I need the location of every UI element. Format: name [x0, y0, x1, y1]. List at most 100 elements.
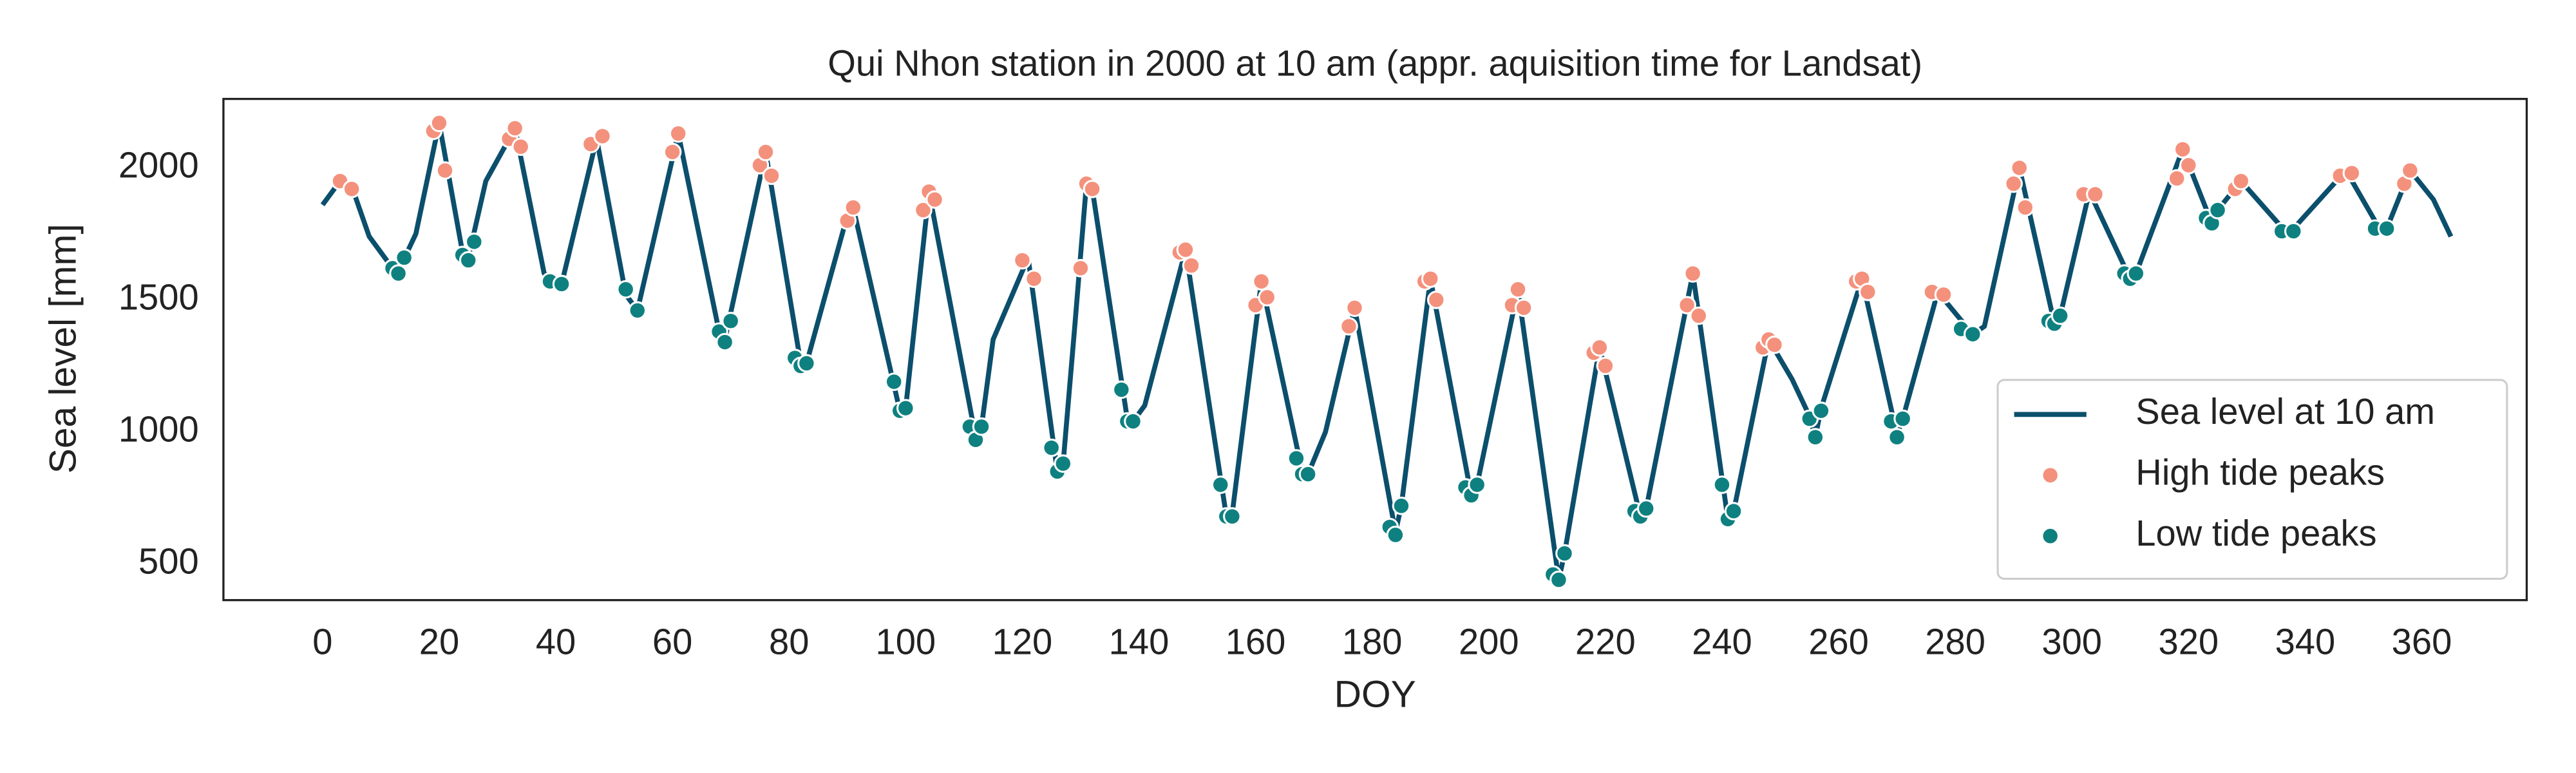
peak-marker	[1345, 298, 1364, 318]
peak-marker	[1806, 428, 1825, 446]
peak-marker	[1287, 449, 1306, 468]
peak-marker	[756, 142, 775, 162]
legend-box	[1996, 379, 2508, 580]
x-tick-label: 60	[652, 621, 692, 662]
peak-marker	[2377, 219, 2396, 238]
peak-marker	[1555, 544, 1574, 563]
legend-marker	[2041, 466, 2060, 485]
peak-marker	[395, 248, 413, 267]
peak-marker	[762, 166, 781, 186]
peak-marker	[1124, 412, 1142, 431]
peak-marker	[1252, 272, 1271, 291]
peak-marker	[1765, 335, 1784, 354]
y-axis-label: Sea level [mm]	[43, 224, 84, 473]
x-tick-label: 240	[1692, 621, 1752, 662]
peak-marker	[1724, 502, 1743, 520]
peak-marker	[2173, 140, 2192, 159]
peak-marker	[430, 113, 449, 133]
peak-marker	[1549, 570, 1568, 589]
peak-marker	[2401, 161, 2420, 180]
peak-marker	[1054, 454, 1073, 473]
peak-marker	[1211, 475, 1230, 494]
peak-marker	[2010, 158, 2029, 177]
x-tick-label: 120	[992, 621, 1053, 662]
peak-marker	[1426, 291, 1446, 309]
peak-marker	[593, 127, 612, 146]
x-tick-label: 320	[2158, 621, 2219, 662]
legend: Sea level at 10 am High tide peaks Low tid…	[1996, 379, 2508, 580]
peak-marker	[2086, 185, 2105, 204]
peak-marker	[1013, 251, 1032, 270]
peak-marker	[1298, 464, 1318, 484]
peak-marker	[1042, 438, 1061, 457]
peak-marker	[506, 119, 524, 138]
peak-marker	[972, 417, 991, 436]
y-tick-label: 500	[138, 540, 199, 581]
peak-marker	[1392, 496, 1411, 515]
peak-marker	[1176, 240, 1195, 259]
plot-area	[320, 113, 2454, 589]
peak-marker	[1340, 317, 1358, 336]
peak-marker	[1812, 401, 1831, 420]
peak-marker	[914, 200, 933, 220]
peak-marker	[2284, 222, 2303, 241]
x-tick-label: 220	[1575, 621, 1636, 662]
legend-label: Low tide peaks	[2136, 513, 2376, 553]
peak-marker	[1596, 356, 1615, 376]
peak-marker	[1025, 269, 1043, 289]
peak-marker	[884, 372, 904, 391]
y-tick-label: 1500	[118, 276, 199, 317]
peak-marker	[1964, 325, 1982, 344]
peak-marker	[1223, 507, 1242, 526]
peak-marker	[925, 190, 944, 209]
peak-marker	[1689, 306, 1709, 325]
peak-marker	[1421, 269, 1440, 289]
peak-marker	[2050, 306, 2070, 325]
x-tick-label: 20	[419, 621, 459, 662]
peak-marker	[2179, 156, 2198, 175]
x-tick-label: 40	[536, 621, 576, 662]
x-axis-label: DOY	[1334, 674, 1416, 716]
peak-marker	[797, 354, 816, 373]
x-tick-label: 160	[1226, 621, 1286, 662]
peak-marker	[2342, 164, 2362, 183]
legend-marker	[2041, 526, 2060, 546]
peak-marker	[435, 161, 455, 180]
peak-marker	[616, 280, 635, 299]
peak-marker	[1083, 180, 1102, 198]
peak-marker	[1514, 298, 1533, 318]
peak-marker	[721, 312, 740, 330]
x-tick-label: 0	[312, 621, 332, 662]
peak-marker	[342, 180, 361, 198]
peak-marker	[1893, 409, 1912, 428]
peak-marker	[668, 124, 688, 143]
peak-marker	[1386, 526, 1405, 544]
peak-marker	[1112, 380, 1131, 399]
peak-marker	[1590, 338, 1609, 357]
x-tick-label: 340	[2275, 621, 2336, 662]
legend-label: Sea level at 10 am	[2136, 391, 2435, 432]
x-tick-label: 180	[1342, 621, 1403, 662]
x-tick-label: 260	[1808, 621, 1869, 662]
peak-marker	[844, 198, 863, 217]
y-tick-label: 1000	[118, 408, 199, 449]
y-tick-label: 2000	[118, 144, 199, 185]
peak-marker	[552, 274, 571, 294]
peak-marker	[1071, 259, 1090, 278]
x-tick-label: 140	[1109, 621, 1170, 662]
peak-marker	[1636, 499, 1656, 518]
x-tick-label: 300	[2041, 621, 2102, 662]
peak-marker	[1888, 428, 1906, 446]
peak-marker	[1712, 475, 1732, 494]
peak-marker	[2016, 198, 2035, 217]
peak-marker	[2167, 169, 2186, 188]
peak-marker	[1508, 280, 1528, 299]
peak-marker	[2231, 171, 2251, 191]
peak-marker	[459, 251, 478, 270]
peak-marker	[389, 264, 408, 283]
x-tick-label: 100	[876, 621, 936, 662]
peak-marker	[2208, 200, 2227, 220]
x-tick-label: 80	[769, 621, 809, 662]
peak-marker	[1859, 282, 1877, 301]
